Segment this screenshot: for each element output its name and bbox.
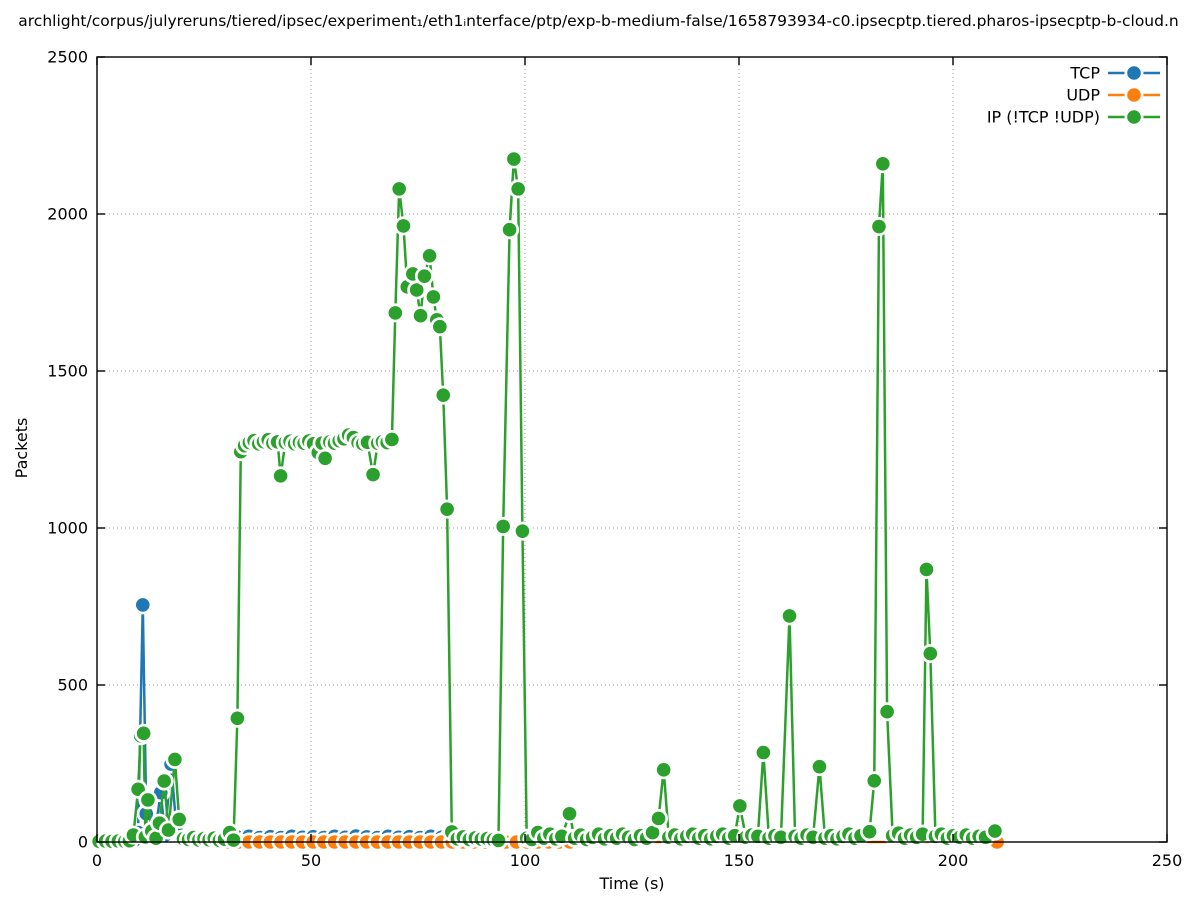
legend-label-tcp: TCP — [1069, 64, 1100, 83]
x-tick-label: 200 — [938, 851, 969, 870]
data-point-ip-tcp-udp- — [915, 827, 930, 841]
data-point-ip-tcp-udp- — [318, 451, 332, 466]
data-point-ip-tcp-udp- — [774, 830, 788, 845]
x-tick-label: 150 — [724, 851, 755, 870]
data-point-ip-tcp-udp- — [555, 829, 569, 844]
x-tick-label: 100 — [510, 851, 541, 870]
data-point-ip-tcp-udp- — [168, 752, 182, 767]
data-point-ip-tcp-udp- — [812, 759, 827, 774]
legend-marker-tcp — [1127, 66, 1141, 80]
data-point-ip-tcp-udp- — [385, 432, 399, 447]
data-point-ip-tcp-udp- — [491, 833, 506, 848]
data-point-ip-tcp-udp- — [511, 182, 525, 196]
series-ip-tcp-udp--line — [99, 157, 996, 843]
data-point-ip-tcp-udp- — [157, 774, 171, 788]
data-point-ip-tcp-udp- — [562, 806, 577, 821]
data-point-ip-tcp-udp- — [396, 219, 411, 233]
data-point-ip-tcp-udp- — [876, 156, 890, 171]
series-tcp-line — [133, 603, 449, 842]
y-tick-label: 500 — [57, 676, 88, 695]
data-point-ip-tcp-udp- — [230, 711, 245, 726]
data-point-tcp — [135, 598, 150, 612]
data-point-ip-tcp-udp- — [422, 248, 437, 263]
data-point-ip-tcp-udp- — [366, 467, 380, 482]
data-point-ip-tcp-udp- — [782, 609, 797, 623]
legend-label-ip-tcp-udp-: IP (!TCP !UDP) — [987, 108, 1100, 127]
data-point-ip-tcp-udp- — [880, 704, 894, 719]
data-point-ip-tcp-udp- — [872, 219, 886, 234]
data-point-ip-tcp-udp- — [496, 519, 510, 534]
data-point-ip-tcp-udp- — [392, 182, 406, 196]
data-point-ip-tcp-udp- — [507, 152, 521, 166]
y-tick-label: 2000 — [47, 205, 88, 224]
data-point-ip-tcp-udp- — [502, 222, 517, 237]
data-point-ip-tcp-udp- — [756, 745, 771, 760]
data-point-ip-tcp-udp- — [136, 726, 151, 741]
data-point-ip-tcp-udp- — [862, 824, 877, 839]
x-tick-label: 0 — [92, 851, 102, 870]
data-point-ip-tcp-udp- — [226, 833, 241, 847]
data-point-ip-tcp-udp- — [409, 283, 424, 297]
x-tick-label: 250 — [1152, 851, 1183, 870]
legend-marker-udp — [1127, 88, 1141, 102]
data-point-ip-tcp-udp- — [656, 762, 671, 777]
data-point-ip-tcp-udp- — [645, 825, 660, 840]
data-point-ip-tcp-udp- — [131, 782, 145, 797]
data-point-ip-tcp-udp- — [515, 524, 530, 538]
data-point-ip-tcp-udp- — [172, 812, 186, 827]
data-point-ip-tcp-udp- — [388, 306, 403, 320]
y-axis-label: Packets — [12, 417, 31, 479]
data-point-ip-tcp-udp- — [440, 502, 454, 516]
data-point-ip-tcp-udp- — [867, 773, 882, 788]
data-point-ip-tcp-udp- — [733, 799, 747, 813]
plot-border — [96, 56, 1168, 843]
legend-label-udp: UDP — [1066, 86, 1100, 105]
data-point-ip-tcp-udp- — [436, 388, 451, 402]
data-point-ip-tcp-udp- — [161, 823, 176, 837]
y-tick-label: 2500 — [47, 48, 88, 67]
y-tick-label: 0 — [78, 833, 88, 852]
y-tick-label: 1500 — [47, 362, 88, 381]
data-point-ip-tcp-udp- — [417, 269, 432, 283]
y-tick-label: 1000 — [47, 519, 88, 538]
x-tick-label: 50 — [301, 851, 321, 870]
data-point-ip-tcp-udp- — [413, 308, 428, 323]
data-point-ip-tcp-udp- — [141, 793, 155, 807]
data-point-ip-tcp-udp- — [426, 290, 441, 304]
data-point-ip-tcp-udp- — [988, 824, 1002, 838]
data-point-ip-tcp-udp- — [273, 469, 288, 483]
data-point-ip-tcp-udp- — [651, 811, 666, 826]
x-axis-label: Time (s) — [599, 874, 665, 893]
data-point-ip-tcp-udp- — [923, 646, 938, 661]
data-point-ip-tcp-udp- — [919, 562, 934, 577]
chart-title: archlight/corpus/julyreruns/tiered/ipsec… — [18, 12, 1179, 30]
data-point-ip-tcp-udp- — [433, 319, 447, 334]
legend-marker-ip-tcp-udp- — [1127, 110, 1141, 124]
